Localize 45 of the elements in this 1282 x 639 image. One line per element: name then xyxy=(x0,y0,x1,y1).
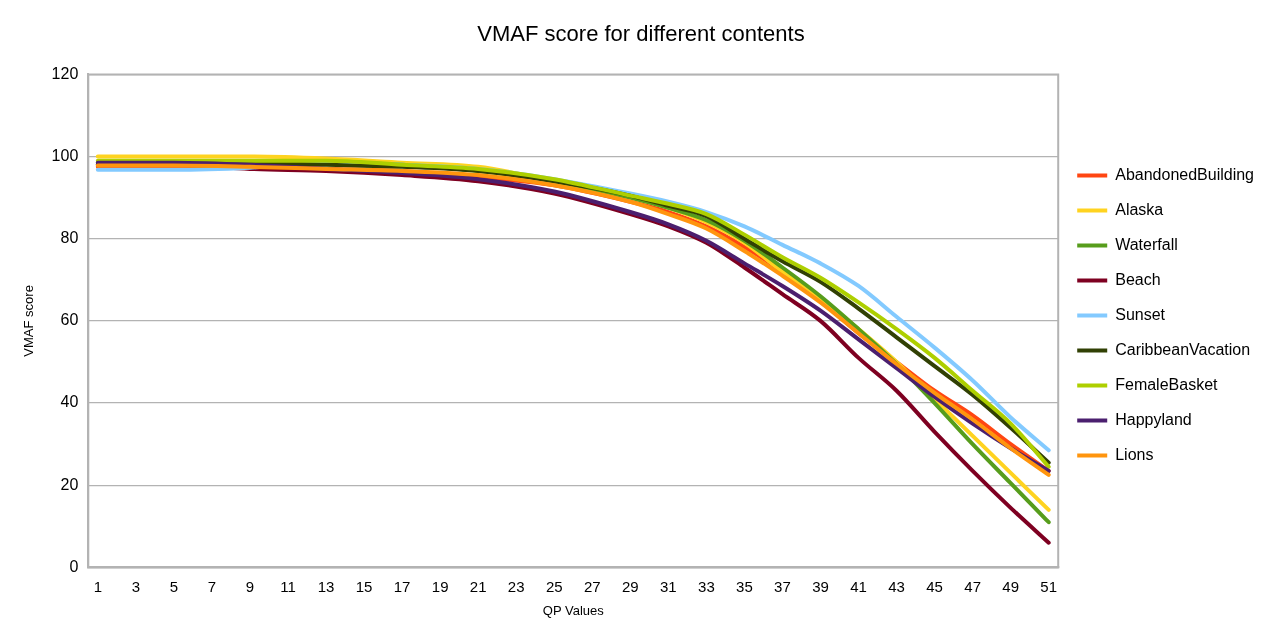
x-tick-label: 29 xyxy=(621,577,639,595)
x-tick-label: 51 xyxy=(1040,577,1058,595)
x-tick-label: 19 xyxy=(431,577,449,595)
x-axis-title: QP Values xyxy=(542,602,605,618)
x-tick-label: 37 xyxy=(774,577,791,595)
x-tick-label: 31 xyxy=(660,577,677,595)
x-tick-label: 49 xyxy=(1002,577,1020,595)
x-tick-label: 3 xyxy=(131,577,141,595)
legend-label: Waterfall xyxy=(1115,235,1178,253)
x-tick-label: 9 xyxy=(245,577,255,595)
x-tick-label: 33 xyxy=(698,577,715,595)
x-tick-label: 25 xyxy=(545,577,563,595)
legend-label: AbandonedBuilding xyxy=(1115,165,1255,183)
y-tick-label: 120 xyxy=(51,64,79,82)
y-axis-title: VMAF score xyxy=(21,285,37,357)
y-tick-label: 0 xyxy=(69,557,79,575)
legend-label: Lions xyxy=(1115,445,1154,463)
x-tick-label: 1 xyxy=(93,577,102,595)
x-tick-label: 5 xyxy=(169,577,179,595)
x-tick-label: 45 xyxy=(926,577,943,595)
x-tick-label: 17 xyxy=(393,577,411,595)
y-tick-label: 20 xyxy=(60,475,79,493)
chart-title: VMAF score for different contents xyxy=(477,21,805,47)
x-tick-label: 43 xyxy=(888,577,905,595)
x-tick-label: 47 xyxy=(964,577,981,595)
legend-label: Beach xyxy=(1115,270,1161,288)
y-tick-label: 40 xyxy=(60,393,79,411)
x-tick-label: 21 xyxy=(469,577,487,595)
x-tick-label: 35 xyxy=(736,577,753,595)
legend-label: Sunset xyxy=(1115,305,1166,323)
legend-label: Happyland xyxy=(1115,410,1192,428)
legend-label: Alaska xyxy=(1115,200,1164,218)
legend-label: CaribbeanVacation xyxy=(1115,340,1251,358)
x-tick-label: 7 xyxy=(207,577,217,595)
y-tick-label: 80 xyxy=(60,229,79,247)
x-tick-label: 11 xyxy=(280,577,296,595)
x-tick-label: 41 xyxy=(850,577,867,595)
x-tick-label: 13 xyxy=(317,577,335,595)
x-tick-label: 15 xyxy=(355,577,373,595)
x-tick-label: 27 xyxy=(583,577,601,595)
y-tick-label: 100 xyxy=(51,146,79,164)
legend-label: FemaleBasket xyxy=(1115,375,1219,393)
x-tick-label: 39 xyxy=(812,577,829,595)
x-tick-label: 23 xyxy=(507,577,525,595)
y-tick-label: 60 xyxy=(60,311,79,329)
